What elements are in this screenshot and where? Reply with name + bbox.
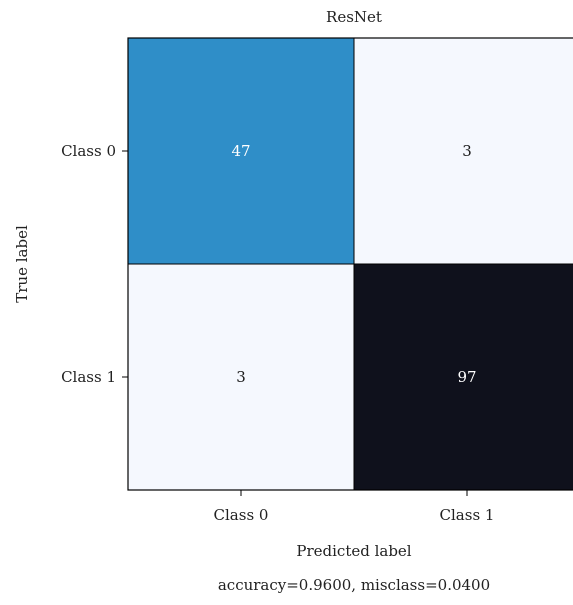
cell-value-0-0: 47 (231, 142, 250, 160)
x-tick-label: Class 0 (214, 506, 269, 524)
cell-value-1-1: 97 (457, 368, 476, 386)
y-tick-label: Class 1 (61, 368, 116, 386)
heatmap-cells (128, 38, 573, 490)
chart-title: ResNet (326, 8, 382, 26)
cell-value-0-1: 3 (462, 142, 472, 160)
y-tick-label: Class 0 (61, 142, 116, 160)
y-axis-label: True label (13, 225, 31, 303)
accuracy-annotation: accuracy=0.9600, misclass=0.0400 (218, 576, 490, 594)
x-tick-label: Class 1 (440, 506, 495, 524)
cell-value-1-0: 3 (236, 368, 246, 386)
x-axis-label: Predicted label (296, 542, 411, 560)
